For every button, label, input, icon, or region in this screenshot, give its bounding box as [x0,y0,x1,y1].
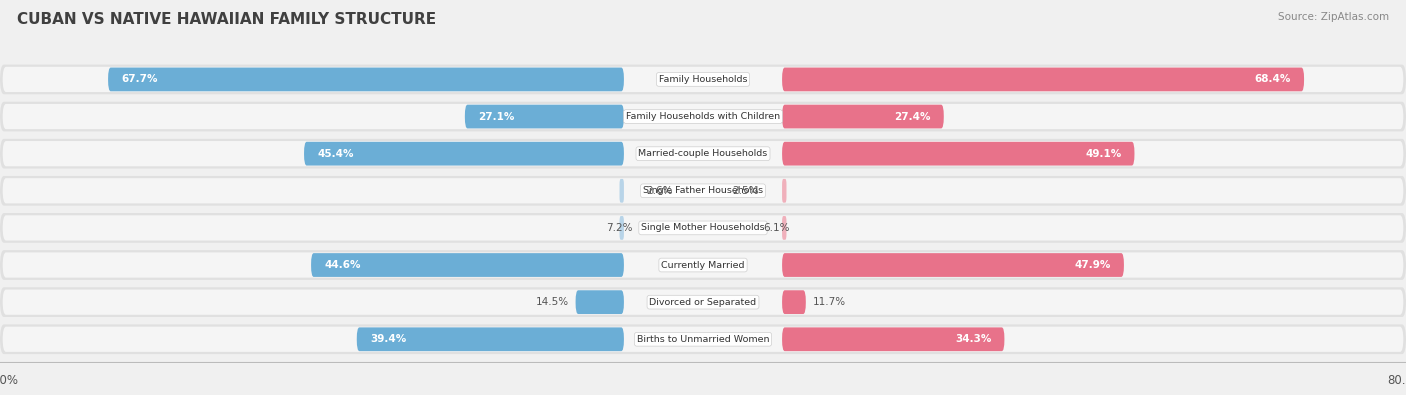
FancyBboxPatch shape [3,104,1403,129]
FancyBboxPatch shape [357,327,624,351]
Text: 47.9%: 47.9% [1074,260,1111,270]
FancyBboxPatch shape [311,253,624,277]
FancyBboxPatch shape [0,139,1406,169]
Text: 27.4%: 27.4% [894,111,931,122]
FancyBboxPatch shape [3,327,1403,352]
FancyBboxPatch shape [3,215,1403,241]
Text: Family Households with Children: Family Households with Children [626,112,780,121]
Text: Married-couple Households: Married-couple Households [638,149,768,158]
Text: Births to Unmarried Women: Births to Unmarried Women [637,335,769,344]
FancyBboxPatch shape [782,253,1123,277]
FancyBboxPatch shape [0,64,1406,94]
Text: 2.5%: 2.5% [733,186,758,196]
FancyBboxPatch shape [304,142,624,166]
FancyBboxPatch shape [782,290,806,314]
Text: 6.1%: 6.1% [763,223,790,233]
Text: 44.6%: 44.6% [325,260,361,270]
Text: 45.4%: 45.4% [318,149,354,159]
Text: 67.7%: 67.7% [121,74,157,85]
FancyBboxPatch shape [3,252,1403,278]
FancyBboxPatch shape [575,290,624,314]
Text: 68.4%: 68.4% [1254,74,1291,85]
Text: Divorced or Separated: Divorced or Separated [650,298,756,307]
Text: 49.1%: 49.1% [1085,149,1122,159]
FancyBboxPatch shape [3,290,1403,315]
FancyBboxPatch shape [782,142,1135,166]
FancyBboxPatch shape [620,216,624,240]
FancyBboxPatch shape [3,178,1403,203]
FancyBboxPatch shape [782,105,943,128]
FancyBboxPatch shape [620,179,624,203]
FancyBboxPatch shape [782,327,1004,351]
Text: 2.6%: 2.6% [647,186,673,196]
Text: 39.4%: 39.4% [370,334,406,344]
Text: CUBAN VS NATIVE HAWAIIAN FAMILY STRUCTURE: CUBAN VS NATIVE HAWAIIAN FAMILY STRUCTUR… [17,12,436,27]
FancyBboxPatch shape [0,176,1406,206]
FancyBboxPatch shape [0,102,1406,132]
FancyBboxPatch shape [782,216,786,240]
FancyBboxPatch shape [0,250,1406,280]
FancyBboxPatch shape [465,105,624,128]
Text: 27.1%: 27.1% [478,111,515,122]
FancyBboxPatch shape [0,324,1406,354]
FancyBboxPatch shape [0,213,1406,243]
Text: 34.3%: 34.3% [955,334,991,344]
Text: 14.5%: 14.5% [536,297,568,307]
FancyBboxPatch shape [108,68,624,91]
FancyBboxPatch shape [782,68,1305,91]
FancyBboxPatch shape [782,179,786,203]
Text: Single Father Households: Single Father Households [643,186,763,195]
Text: Family Households: Family Households [659,75,747,84]
FancyBboxPatch shape [3,141,1403,166]
FancyBboxPatch shape [3,67,1403,92]
Text: Source: ZipAtlas.com: Source: ZipAtlas.com [1278,12,1389,22]
FancyBboxPatch shape [0,287,1406,317]
Text: 7.2%: 7.2% [606,223,633,233]
Text: Single Mother Households: Single Mother Households [641,224,765,232]
Text: Currently Married: Currently Married [661,261,745,269]
Text: 11.7%: 11.7% [813,297,846,307]
